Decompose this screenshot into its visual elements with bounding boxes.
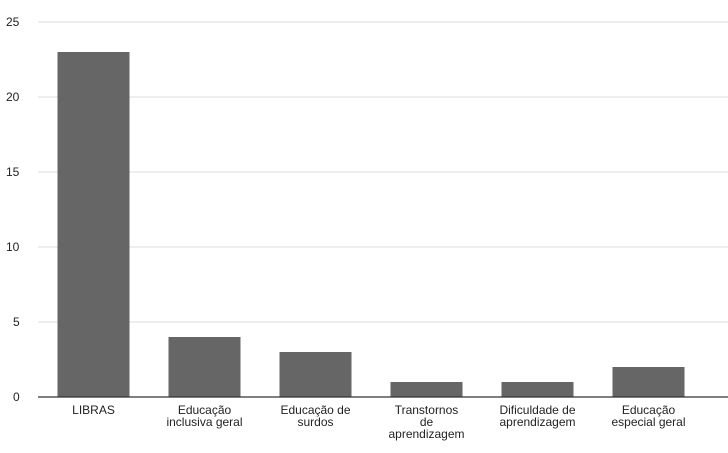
bar — [57, 52, 130, 397]
x-tick-label: Educação especial geral — [611, 403, 685, 429]
x-tick-label-line: LIBRAS — [72, 403, 115, 417]
x-tick-label-line: aprendizagem — [499, 415, 575, 429]
x-tick-label: LIBRAS — [72, 403, 115, 417]
x-tick-label: Educação inclusiva geral — [166, 403, 242, 429]
x-tick-label-line: inclusiva geral — [166, 415, 242, 429]
y-tick-label: 10 — [6, 240, 20, 254]
x-tick-label-line: aprendizagem — [388, 427, 464, 441]
grid-layer — [38, 21, 728, 323]
x-tick-label-line: Educação de — [280, 403, 350, 417]
bar — [168, 337, 241, 397]
x-tick-label: Educação de surdos — [280, 403, 350, 429]
x-tick-label-line: surdos — [297, 415, 333, 429]
x-tick-label-line: Transtornos — [395, 403, 459, 417]
y-tick-labels: 0 5 10 15 20 25 — [6, 15, 20, 404]
x-tick-label-line: Educação — [178, 403, 232, 417]
y-tick-label: 15 — [6, 165, 20, 179]
bars-layer — [57, 52, 685, 397]
x-tick-label-line: especial geral — [611, 415, 685, 429]
y-tick-label: 0 — [13, 390, 20, 404]
x-tick-label-line: Educação — [622, 403, 676, 417]
y-tick-label: 25 — [6, 15, 20, 29]
x-tick-label-line: Dificuldade de — [499, 403, 575, 417]
x-tick-label: Dificuldade de aprendizagem — [499, 403, 575, 429]
bar — [612, 367, 685, 397]
bar — [390, 382, 463, 397]
bar — [279, 352, 352, 397]
x-tick-label: Transtornos de aprendizagem — [388, 403, 464, 441]
y-tick-label: 20 — [6, 90, 20, 104]
x-tick-label-line: de — [420, 415, 434, 429]
bar — [501, 382, 574, 397]
y-tick-label: 5 — [13, 315, 20, 329]
